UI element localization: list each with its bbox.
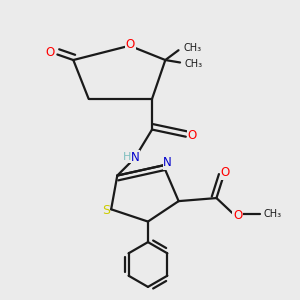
Text: H: H [123, 152, 131, 162]
Text: O: O [233, 208, 242, 221]
Text: O: O [126, 38, 135, 51]
Text: O: O [187, 129, 196, 142]
Text: CH₃: CH₃ [184, 43, 202, 53]
Text: CH₃: CH₃ [185, 59, 203, 69]
Text: O: O [220, 166, 230, 179]
Text: N: N [131, 151, 140, 164]
Text: S: S [102, 204, 110, 217]
Text: O: O [45, 46, 54, 59]
Text: N: N [163, 156, 172, 170]
Text: CH₃: CH₃ [263, 209, 282, 219]
